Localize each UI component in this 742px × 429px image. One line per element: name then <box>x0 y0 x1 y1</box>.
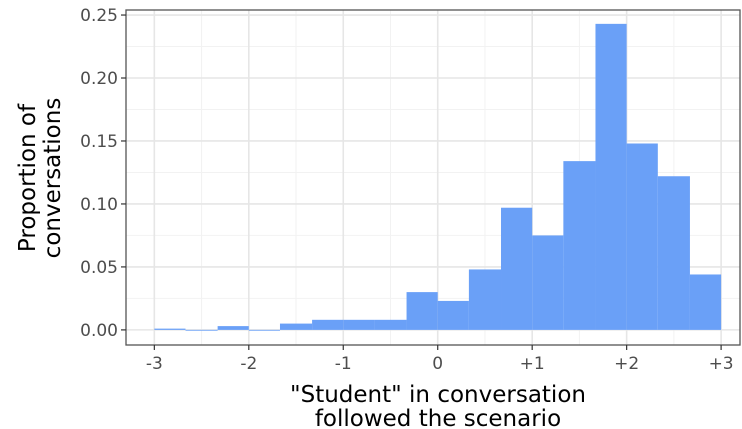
x-axis-title-line1: "Student" in conversation <box>290 382 586 408</box>
x-tick-label: -3 <box>146 354 163 374</box>
x-tick-label: +1 <box>520 354 545 374</box>
histogram-bar <box>217 326 249 330</box>
histogram-bar <box>626 143 658 330</box>
y-axis-title-line2: conversations <box>40 98 66 259</box>
histogram-bar <box>689 274 722 330</box>
y-tick-label: 0.25 <box>80 6 118 26</box>
bars <box>154 23 722 331</box>
histogram-bar <box>437 300 469 330</box>
x-tick-label: -1 <box>335 354 352 374</box>
y-axis-title-line1: Proportion of <box>15 103 41 252</box>
histogram-bar <box>468 269 502 330</box>
histogram-bar <box>279 323 313 330</box>
x-tick-label: -2 <box>240 354 257 374</box>
histogram-bar <box>185 329 218 331</box>
histogram-bar <box>532 235 564 330</box>
histogram-bar <box>312 319 344 330</box>
x-tick-label: +2 <box>614 354 639 374</box>
histogram-bar <box>657 176 690 330</box>
histogram-bar <box>595 23 627 330</box>
y-tick-label: 0.00 <box>80 321 118 341</box>
histogram-bar <box>563 161 596 330</box>
histogram-bar <box>374 319 407 330</box>
histogram-bar <box>501 207 533 330</box>
histogram-bar <box>154 328 186 330</box>
y-ticks: 0.00 0.05 0.10 0.15 0.20 0.25 <box>80 6 126 341</box>
y-tick-label: 0.10 <box>80 195 118 215</box>
x-ticks: -3 -2 -1 0 +1 +2 +3 <box>146 345 734 374</box>
histogram-bar <box>248 329 280 331</box>
x-axis-title-line2: followed the scenario <box>315 406 561 429</box>
y-tick-label: 0.20 <box>80 69 118 89</box>
x-tick-label: 0 <box>432 354 443 374</box>
histogram-bar <box>406 292 438 330</box>
histogram-bar <box>343 319 375 330</box>
x-tick-label: +3 <box>709 354 734 374</box>
panel-border <box>125 9 741 346</box>
y-tick-label: 0.15 <box>80 132 118 152</box>
y-tick-label: 0.05 <box>80 258 118 278</box>
